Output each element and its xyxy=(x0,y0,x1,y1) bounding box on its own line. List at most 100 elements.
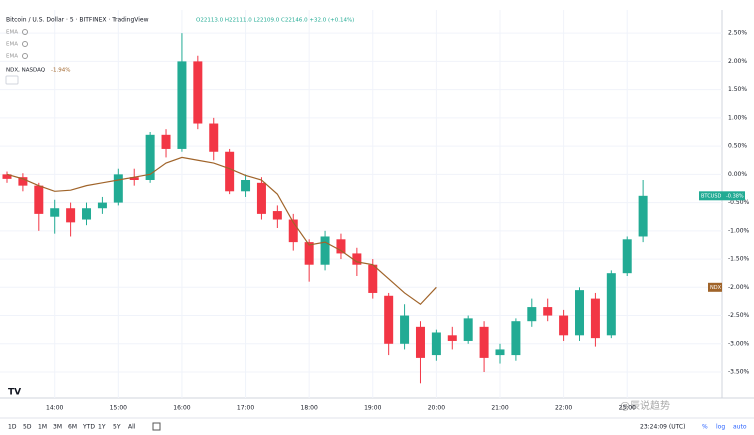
x-tick-label: 21:00 xyxy=(491,405,508,412)
candle-body xyxy=(511,321,521,356)
scale-option[interactable]: log xyxy=(716,424,725,431)
y-tick-label: -1.00% xyxy=(728,227,750,234)
x-tick-label: 20:00 xyxy=(428,405,445,412)
x-tick-label: 23:00 xyxy=(619,405,636,412)
range-button[interactable]: 1D xyxy=(8,424,17,431)
candle-body xyxy=(638,195,648,237)
candle-body xyxy=(479,326,489,358)
y-tick-label: 1.50% xyxy=(728,86,747,93)
candle-body xyxy=(161,134,171,149)
indicator-label: EMA xyxy=(6,54,18,60)
x-tick-label: 18:00 xyxy=(301,405,318,412)
x-tick-label: 15:00 xyxy=(110,405,127,412)
y-tick-label: 1.00% xyxy=(728,114,747,121)
candle-body xyxy=(463,318,473,341)
candle-body xyxy=(495,349,505,356)
price-tag-value: -0.38% xyxy=(726,193,744,199)
y-tick-label: 2.00% xyxy=(728,58,747,65)
range-button[interactable]: YTD xyxy=(82,424,95,431)
candle-body xyxy=(575,290,585,336)
overlay-legend-value: -1.94% xyxy=(51,68,70,74)
tv-logo: TV xyxy=(8,388,21,398)
x-tick-label: 17:00 xyxy=(237,405,254,412)
candle-body xyxy=(304,242,314,265)
candle-body xyxy=(622,239,632,274)
clock: 23:24:09 (UTC) xyxy=(640,424,685,431)
candle-body xyxy=(256,182,266,214)
candle-body xyxy=(288,219,298,243)
range-button[interactable]: 3M xyxy=(53,424,62,431)
candle-body xyxy=(34,185,44,214)
watermark: @辰说趋势 xyxy=(620,399,670,412)
candle-body xyxy=(97,202,107,209)
range-button[interactable]: All xyxy=(128,424,136,431)
candle-body xyxy=(209,123,219,152)
collapse-button[interactable] xyxy=(5,75,19,85)
x-tick-label: 14:00 xyxy=(46,405,63,412)
indicator-label: EMA xyxy=(6,30,18,36)
y-tick-label: -2.00% xyxy=(728,284,750,291)
y-tick-label: -1.50% xyxy=(728,256,750,263)
candle-body xyxy=(18,177,28,186)
candle-body xyxy=(431,332,441,356)
candle-body xyxy=(66,208,76,223)
y-tick-label: -3.00% xyxy=(728,340,750,347)
y-tick-label: 0.50% xyxy=(728,143,747,150)
candle-body xyxy=(384,295,394,344)
x-tick-label: 19:00 xyxy=(364,405,381,412)
visibility-icon[interactable] xyxy=(22,53,28,59)
candle-body xyxy=(82,208,92,220)
overlay-legend: NDX, NASDAQ xyxy=(6,68,46,74)
candle-body xyxy=(606,273,616,336)
range-button[interactable]: 5Y xyxy=(113,424,121,431)
range-button[interactable]: 5D xyxy=(23,424,32,431)
y-tick-label: -0.50% xyxy=(728,199,750,206)
range-button[interactable]: 1M xyxy=(38,424,47,431)
overlay-tag-name: NDX xyxy=(710,285,722,291)
y-tick-label: 0.00% xyxy=(728,171,747,178)
ohlc-values: O22113.0 H22111.0 L22109.0 C22146.0 +32.… xyxy=(196,18,354,24)
candle-body xyxy=(415,326,425,358)
candle-body xyxy=(145,134,155,180)
candle-body xyxy=(129,177,139,180)
candle-body xyxy=(400,315,410,344)
candle-body xyxy=(225,151,235,192)
candle-body xyxy=(50,208,60,217)
scale-option[interactable]: % xyxy=(702,424,708,431)
price-tag-name: BTCUSD xyxy=(701,193,722,199)
candle-body xyxy=(447,335,457,341)
symbol-title: Bitcoin / U.S. Dollar · 5 · BITFINEX · T… xyxy=(6,17,149,24)
candle-body xyxy=(241,179,251,192)
candle-body xyxy=(543,307,553,316)
indicator-list: EMA EMA EMA xyxy=(6,29,28,60)
visibility-icon[interactable] xyxy=(22,29,28,35)
overlay-line xyxy=(6,156,437,306)
scale-option[interactable]: auto xyxy=(733,424,747,431)
candle-body xyxy=(527,307,537,322)
candle-body xyxy=(272,211,282,220)
overlay-tag-bg xyxy=(708,282,722,292)
candle-body xyxy=(177,61,187,149)
calendar-button[interactable] xyxy=(152,422,161,431)
indicator-label: EMA xyxy=(6,42,18,48)
price-tag-bg xyxy=(699,191,745,201)
candle-body xyxy=(590,298,600,339)
y-tick-label: 2.50% xyxy=(728,30,747,37)
x-tick-label: 16:00 xyxy=(173,405,190,412)
candle-body xyxy=(336,239,346,254)
candle-body xyxy=(193,61,203,124)
y-tick-label: -2.50% xyxy=(728,312,750,319)
candle-body xyxy=(2,174,12,179)
x-tick-label: 22:00 xyxy=(555,405,572,412)
candle-body xyxy=(320,236,330,265)
range-button[interactable]: 1Y xyxy=(98,424,106,431)
candle-body xyxy=(352,253,362,265)
visibility-icon[interactable] xyxy=(22,41,28,47)
candle-body xyxy=(368,264,378,293)
candle-body xyxy=(113,174,123,203)
y-tick-label: -3.50% xyxy=(728,369,750,376)
candle-body xyxy=(559,315,569,336)
range-button[interactable]: 6M xyxy=(68,424,77,431)
